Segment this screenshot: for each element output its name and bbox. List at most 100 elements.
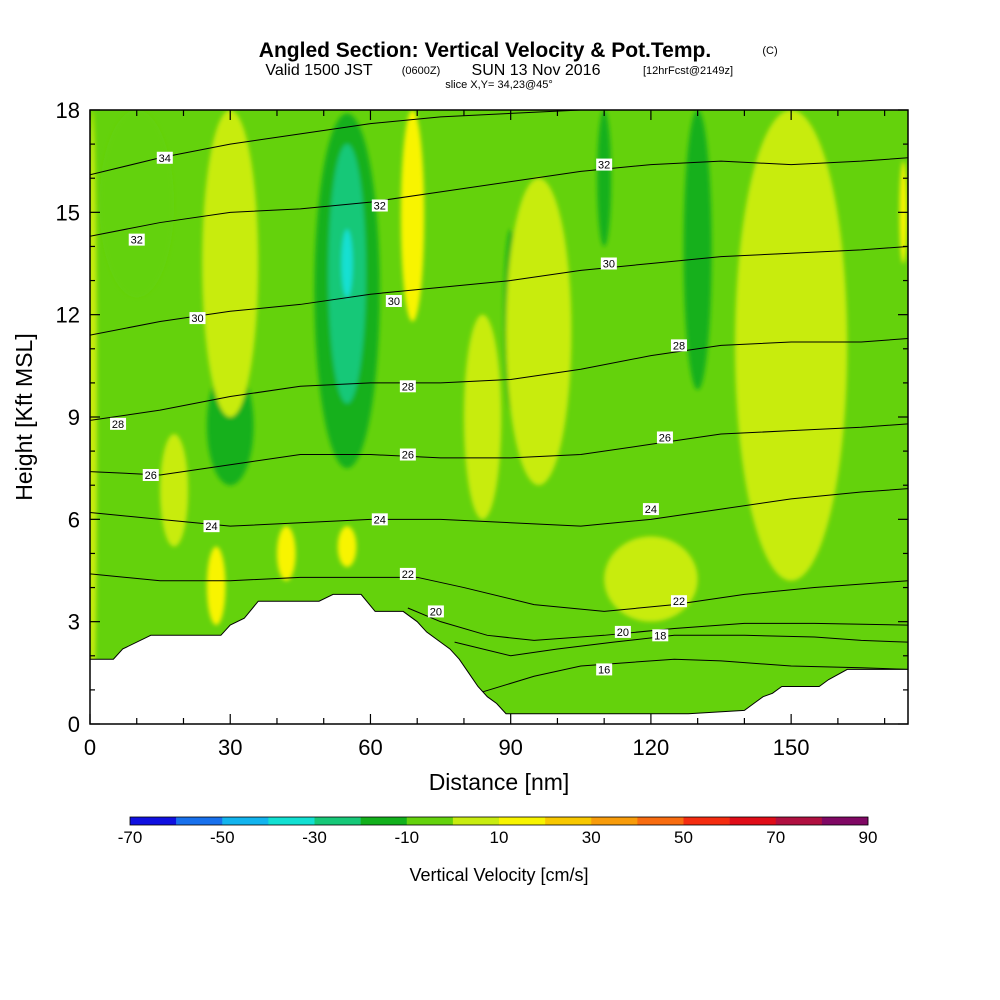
colorbar-swatch [591, 817, 638, 825]
x-tick-label: 30 [218, 735, 242, 760]
svg-text:24: 24 [205, 521, 217, 533]
colorbar-swatch [775, 817, 823, 825]
x-tick-label: 60 [358, 735, 382, 760]
x-tick-label: 0 [84, 735, 96, 760]
y-tick-label: 3 [68, 610, 80, 635]
colorbar-tick-label: 50 [674, 828, 693, 847]
y-tick-label: 0 [68, 712, 80, 737]
svg-text:32: 32 [374, 201, 386, 213]
svg-text:18: 18 [654, 630, 666, 642]
colorbar-swatch [499, 817, 546, 825]
colorbar-swatch [729, 817, 777, 825]
contour-labels: 34 32 30 28 26 24 32 30 28 26 24 22 20 32 30 28 26 24 22 20… [110, 151, 687, 676]
colorbar-tick-label: -10 [394, 828, 419, 847]
colorbar-swatch [545, 817, 592, 825]
contour-label-18: 18 [652, 629, 669, 642]
svg-text:28: 28 [112, 419, 124, 431]
svg-text:28: 28 [673, 340, 685, 352]
colorbar-swatch [314, 817, 361, 825]
svg-text:24: 24 [645, 504, 657, 516]
velocity-band-16 [597, 110, 612, 247]
svg-text:32: 32 [131, 235, 143, 247]
contour-label-26: 26 [142, 468, 159, 482]
colorbar-tick-label: 30 [582, 828, 601, 847]
velocity-band-11 [337, 526, 357, 568]
y-axis-ticks: 0 3 6 9 12 15 18 [56, 98, 908, 737]
plot-area: 34 32 30 28 26 24 32 30 28 26 24 22 20 32 30 28 26 24 22 20… [90, 110, 908, 724]
x-axis-ticks: 0 30 60 90 120 150 [84, 110, 886, 760]
contour-label-22: 22 [670, 595, 687, 608]
colorbar-swatch [683, 817, 730, 825]
contour-label-24: 24 [371, 513, 388, 526]
colorbar-swatch [268, 817, 315, 825]
colorbar-title: Vertical Velocity [cm/s] [409, 865, 588, 885]
colorbar-frame [129, 816, 869, 826]
velocity-band-1 [99, 110, 175, 298]
svg-text:22: 22 [673, 596, 685, 608]
velocity-band-6 [202, 110, 259, 417]
contour-label-32: 32 [371, 199, 388, 213]
terrain-mask [90, 593, 908, 724]
y-tick-label: 12 [56, 303, 80, 328]
valid-date: SUN 13 Nov 2016 [472, 62, 601, 79]
colorbar-tick-label: 90 [859, 828, 878, 847]
colorbar-tick-label: -50 [210, 828, 235, 847]
contour-label-32: 32 [128, 233, 145, 247]
colorbar-swatch [637, 817, 684, 825]
colorbar-swatch [222, 817, 269, 825]
colorbar-tick-label: -70 [118, 828, 143, 847]
velocity-band-10 [341, 229, 353, 298]
velocity-band-15 [506, 178, 572, 486]
colorbar-swatch [130, 817, 177, 825]
contour-label-22: 22 [399, 567, 416, 581]
slice-info: slice X,Y= 34,23@45° [445, 79, 553, 91]
contour-label-24: 24 [203, 520, 220, 533]
x-tick-label: 90 [498, 735, 522, 760]
svg-text:26: 26 [145, 470, 157, 482]
contour-label-24: 24 [642, 503, 659, 516]
copyright-mark: (C) [762, 45, 777, 57]
contour-18 [454, 634, 908, 657]
colorbar-swatch [821, 817, 869, 825]
svg-text:16: 16 [598, 664, 610, 676]
contour-label-28: 28 [399, 380, 416, 393]
contour-label-28: 28 [110, 417, 127, 431]
chart-title: Angled Section: Vertical Velocity & Pot.… [259, 39, 711, 62]
contour-label-26: 26 [399, 448, 416, 462]
svg-text:24: 24 [374, 514, 386, 526]
contour-label-32: 32 [596, 158, 613, 172]
forecast-info: [12hrFcst@2149z] [643, 65, 733, 77]
x-tick-label: 120 [633, 735, 670, 760]
velocity-band-17 [683, 110, 712, 390]
contour-24 [90, 488, 908, 527]
svg-text:20: 20 [617, 627, 629, 639]
contour-26 [90, 423, 908, 476]
contour-label-26: 26 [656, 431, 673, 444]
velocity-band-7 [276, 526, 296, 581]
contour-label-28: 28 [670, 339, 687, 352]
colorbar-swatch [452, 817, 500, 825]
colorbar-tick-label: 70 [766, 828, 785, 847]
svg-text:28: 28 [402, 381, 414, 393]
svg-text:26: 26 [402, 450, 414, 462]
svg-text:20: 20 [430, 606, 442, 618]
velocity-band-13 [463, 314, 502, 520]
svg-text:22: 22 [402, 569, 414, 581]
contour-28 [90, 338, 908, 421]
contour-label-20: 20 [427, 605, 444, 618]
velocity-band-2 [160, 434, 189, 547]
contour-label-30: 30 [600, 257, 617, 271]
colorbar-swatch [360, 817, 408, 825]
colorbar: -70 -50 -30 -10 10 30 50 70 90 [118, 816, 878, 847]
contour-label-16: 16 [596, 663, 613, 676]
contour-32 [90, 157, 908, 237]
contour-label-34: 34 [156, 151, 173, 165]
svg-text:30: 30 [191, 313, 203, 325]
contour-30 [90, 245, 908, 336]
colorbar-swatch [176, 817, 223, 825]
velocity-band-18 [735, 110, 848, 581]
x-axis-label: Distance [nm] [429, 769, 570, 795]
y-tick-label: 9 [68, 405, 80, 430]
y-tick-label: 15 [56, 200, 80, 225]
